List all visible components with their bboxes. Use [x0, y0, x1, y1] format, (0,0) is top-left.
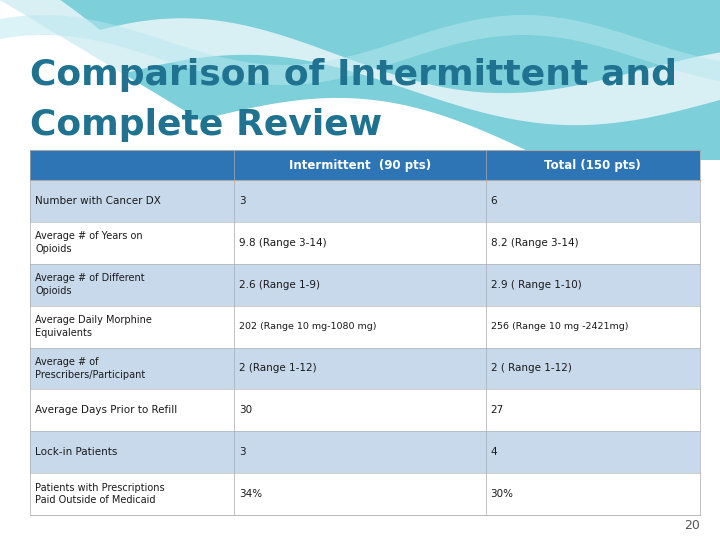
- Text: 6: 6: [490, 196, 498, 206]
- Text: 2 ( Range 1-12): 2 ( Range 1-12): [490, 363, 572, 374]
- Text: 3: 3: [239, 447, 246, 457]
- Text: 3: 3: [239, 196, 246, 206]
- Polygon shape: [0, 0, 720, 160]
- Text: 4: 4: [490, 447, 498, 457]
- Bar: [30, 306, 700, 348]
- Text: 20: 20: [684, 519, 700, 532]
- Text: Number with Cancer DX: Number with Cancer DX: [35, 196, 161, 206]
- Text: 202 (Range 10 mg-1080 mg): 202 (Range 10 mg-1080 mg): [239, 322, 377, 331]
- Text: Lock-in Patients: Lock-in Patients: [35, 447, 117, 457]
- Text: 256 (Range 10 mg -2421mg): 256 (Range 10 mg -2421mg): [490, 322, 628, 331]
- Text: 30: 30: [239, 406, 253, 415]
- Bar: [30, 389, 700, 431]
- Text: 30%: 30%: [490, 489, 513, 499]
- Text: 8.2 (Range 3-14): 8.2 (Range 3-14): [490, 238, 578, 248]
- Text: Average # of
Prescribers/Participant: Average # of Prescribers/Participant: [35, 357, 145, 380]
- Text: 2.6 (Range 1-9): 2.6 (Range 1-9): [239, 280, 320, 289]
- Text: 2.9 ( Range 1-10): 2.9 ( Range 1-10): [490, 280, 581, 289]
- Text: 27: 27: [490, 406, 504, 415]
- Text: Intermittent  (90 pts): Intermittent (90 pts): [289, 159, 431, 172]
- Bar: [30, 348, 700, 389]
- Text: Average # of Different
Opioids: Average # of Different Opioids: [35, 273, 145, 296]
- Text: 9.8 (Range 3-14): 9.8 (Range 3-14): [239, 238, 327, 248]
- Text: Total (150 pts): Total (150 pts): [544, 159, 642, 172]
- Text: Average # of Years on
Opioids: Average # of Years on Opioids: [35, 232, 143, 254]
- Text: Average Daily Morphine
Equivalents: Average Daily Morphine Equivalents: [35, 315, 152, 338]
- Text: Complete Review: Complete Review: [30, 108, 382, 142]
- Text: 2 (Range 1-12): 2 (Range 1-12): [239, 363, 317, 374]
- Bar: [30, 180, 700, 222]
- Text: Patients with Prescriptions
Paid Outside of Medicaid: Patients with Prescriptions Paid Outside…: [35, 483, 165, 505]
- Bar: [30, 473, 700, 515]
- Text: Comparison of Intermittent and: Comparison of Intermittent and: [30, 58, 677, 92]
- Bar: [30, 431, 700, 473]
- Bar: [30, 264, 700, 306]
- Text: 34%: 34%: [239, 489, 263, 499]
- Polygon shape: [0, 15, 720, 85]
- Text: Average Days Prior to Refill: Average Days Prior to Refill: [35, 406, 177, 415]
- Bar: [30, 150, 700, 180]
- Bar: [30, 222, 700, 264]
- Polygon shape: [0, 0, 720, 125]
